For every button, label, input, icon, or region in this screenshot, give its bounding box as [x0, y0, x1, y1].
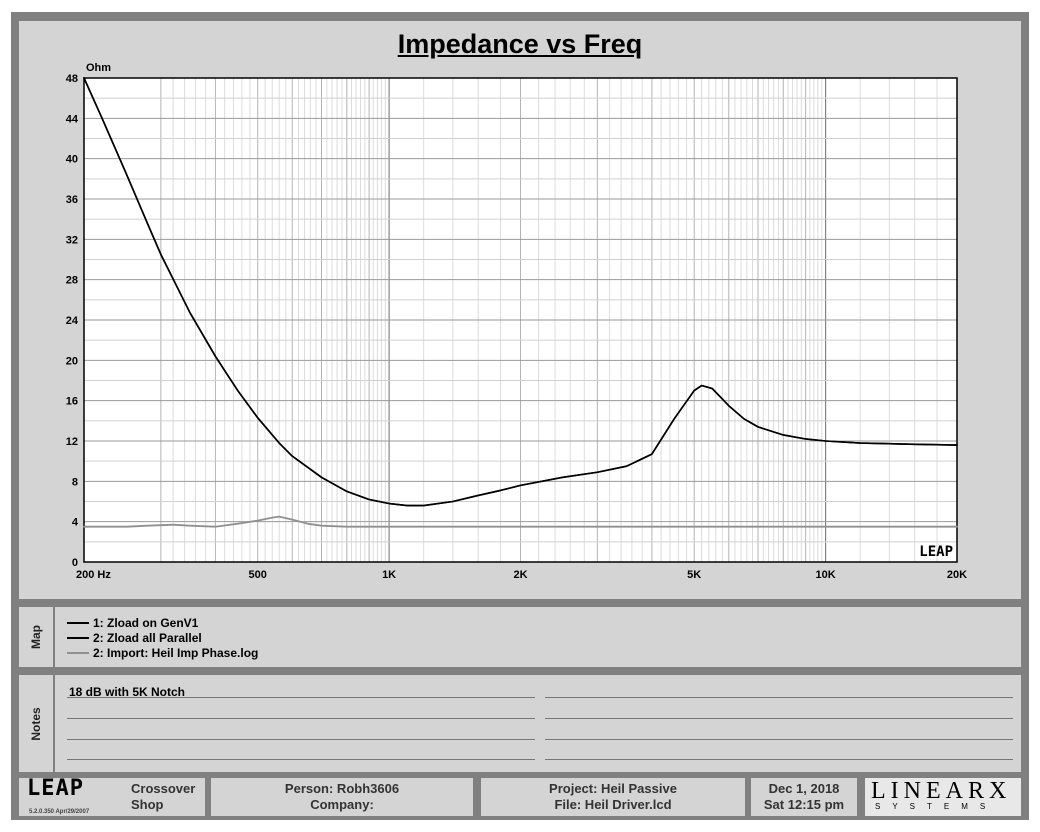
plot-border [83, 77, 958, 563]
y-tick-label: 40 [66, 154, 78, 166]
x-tick-label: 5K [687, 569, 701, 581]
person-text: Person: Robh3606 [284, 781, 400, 796]
footer-person-box: Person: Robh3606 Company: [211, 778, 473, 816]
x-tick-labels: 200 Hz 500 1K 2K 5K 10K 20K [76, 569, 967, 581]
y-tick-label: 20 [66, 355, 78, 367]
leap-logo: LEAP [27, 776, 84, 801]
legend-text-1: 1: Zload on GenV1 [93, 615, 199, 630]
note-line[interactable] [545, 739, 1013, 740]
y-tick-label: 4 [72, 517, 79, 529]
notes-label: Notes [29, 706, 43, 741]
note-line[interactable] [67, 759, 535, 760]
module-line-1: Crossover [131, 781, 196, 796]
module-name: Crossover Shop [131, 781, 195, 813]
map-panel: Map 1: Zload on GenV1 2: Zload all Paral… [19, 607, 1021, 667]
map-label: Map [29, 625, 43, 649]
legend-swatch-1 [67, 621, 89, 624]
series-line-3 [83, 515, 958, 528]
y-tick-label: 16 [66, 396, 78, 408]
legend-text-2: 2: Zload all Parallel [93, 630, 202, 645]
project-text: Project: Heil Passive [549, 781, 677, 796]
linearx-logo: LINEARX SYSTEMS [865, 778, 1021, 816]
file-text: File: Heil Driver.lcd [554, 797, 672, 812]
x-tick-label: 200 Hz [76, 569, 111, 581]
note-line[interactable] [545, 759, 1013, 760]
notes-panel: Notes 18 dB with 5K Notch [19, 675, 1021, 772]
date-text: Dec 1, 2018 [768, 781, 840, 796]
series-line-1 [83, 77, 958, 507]
y-tick-label: 12 [66, 436, 78, 448]
legend-item-2[interactable]: 2: Zload all Parallel [67, 630, 258, 645]
linearx-brand-sub: SYSTEMS [875, 802, 998, 811]
y-tick-label: 28 [66, 275, 78, 287]
footer-logo-box: LEAP 5.2.0.350 Apr/29/2007 Crossover Sho… [19, 778, 205, 816]
company-text: Company: [310, 797, 374, 812]
x-tick-label: 500 [249, 569, 267, 581]
legend-item-3[interactable]: 2: Import: Heil Imp Phase.log [67, 645, 258, 660]
y-tick-label: 8 [72, 476, 78, 488]
y-tick-label: 32 [66, 234, 78, 246]
leap-watermark: LEAP [919, 544, 953, 560]
version-text: 5.2.0.350 Apr/29/2007 [29, 809, 90, 815]
note-line[interactable] [545, 697, 1013, 698]
footer-project-box: Project: Heil Passive File: Heil Driver.… [481, 778, 745, 816]
note-line[interactable] [67, 718, 535, 719]
note-line-1-text[interactable]: 18 dB with 5K Notch [69, 685, 186, 699]
chart-title: Impedance vs Freq [397, 29, 643, 59]
legend-item-1[interactable]: 1: Zload on GenV1 [67, 615, 258, 630]
map-side-label: Map [19, 607, 55, 667]
notes-side-label: Notes [19, 675, 55, 772]
chart-panel: Impedance vs Freq 0 4 8 12 16 20 24 28 32 36 40 44 4… [19, 21, 1021, 599]
legend-swatch-3 [67, 651, 89, 654]
time-text: Sat 12:15 pm [763, 797, 845, 812]
y-tick-label: 36 [66, 194, 78, 206]
x-tick-label: 2K [513, 569, 527, 581]
footer-date-box: Dec 1, 2018 Sat 12:15 pm [751, 778, 857, 816]
x-tick-label: 10K [816, 569, 836, 581]
x-tick-label: 20K [947, 569, 967, 581]
grid-lines [84, 77, 957, 563]
linearx-brand: LINEARX [871, 778, 1012, 804]
note-line[interactable] [67, 739, 535, 740]
legend-text-3: 2: Import: Heil Imp Phase.log [93, 645, 259, 660]
y-tick-label: 44 [66, 113, 79, 125]
y-axis-label: Ohm [86, 62, 111, 74]
y-tick-label: 48 [66, 73, 78, 85]
legend-swatch-2 [67, 636, 89, 639]
legend: 1: Zload on GenV1 2: Zload all Parallel … [67, 615, 258, 660]
module-line-2: Shop [131, 797, 164, 812]
y-tick-label: 0 [72, 557, 78, 569]
footer-panel: LEAP 5.2.0.350 Apr/29/2007 Crossover Sho… [19, 778, 1021, 818]
note-line[interactable] [67, 697, 535, 698]
series-group [83, 77, 958, 528]
y-tick-label: 24 [66, 315, 79, 327]
note-line[interactable] [545, 718, 1013, 719]
x-tick-label: 1K [382, 569, 396, 581]
